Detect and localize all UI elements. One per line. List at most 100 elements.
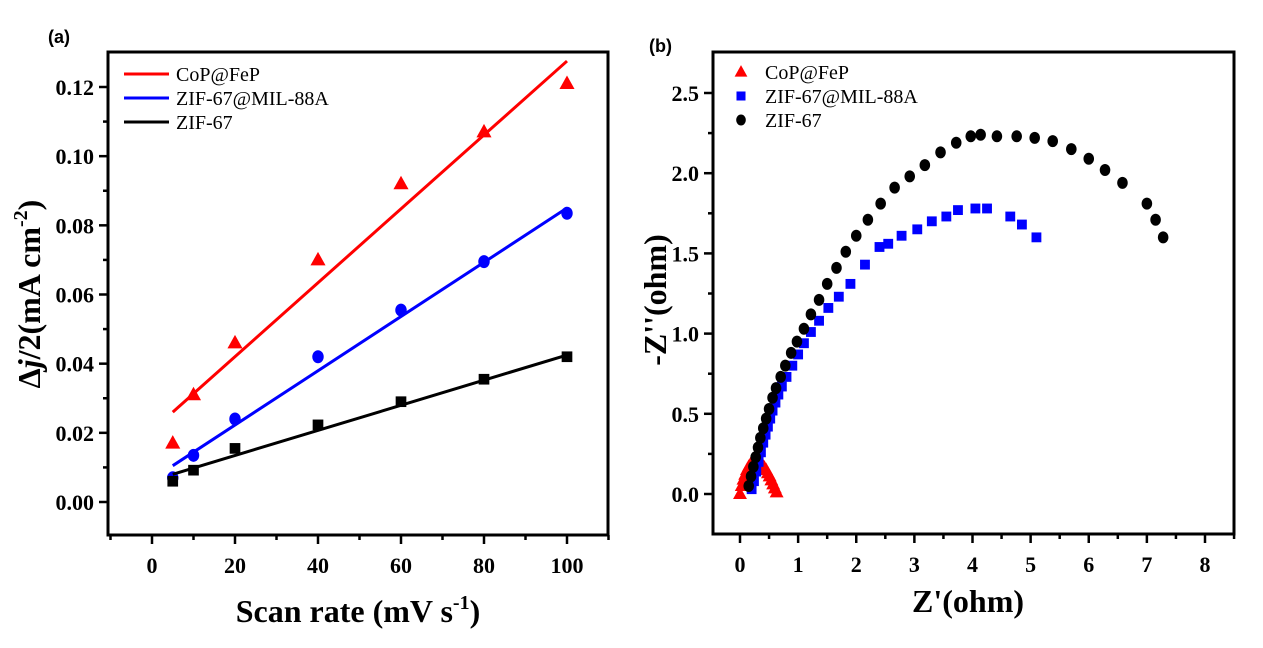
- data-point: [814, 315, 824, 326]
- data-point: [1016, 219, 1027, 230]
- data-point: [748, 460, 759, 473]
- data-point: [733, 486, 747, 500]
- legend-label: ZIF-67@MIL-88A: [176, 88, 329, 110]
- y-tick-label: 0.10: [56, 144, 95, 169]
- data-point: [982, 203, 992, 214]
- legend-item: ZIF-67@MIL-88A: [736, 86, 918, 108]
- data-point: [889, 181, 900, 194]
- data-point: [793, 349, 804, 360]
- data-point: [745, 470, 757, 483]
- legend-label: CoP@FeP: [176, 64, 260, 86]
- x-tick-label: 20: [224, 553, 246, 578]
- data-point: [919, 159, 931, 172]
- legend-item: CoP@FeP: [124, 64, 260, 86]
- y-tick-label: 0.5: [672, 402, 700, 427]
- data-point: [775, 370, 786, 383]
- x-tick-label: 0: [735, 552, 746, 577]
- data-point: [760, 429, 771, 440]
- data-point: [813, 293, 825, 306]
- data-point: [229, 443, 241, 454]
- y-tick-label: 1.0: [672, 322, 700, 347]
- data-point: [165, 435, 181, 449]
- panel-b-nyquist-plot: (b) 0 1 2 3 4 5 6 7 80.00.51.01.52.02.5 CoP@FePZ…: [637, 36, 1236, 619]
- legend-item: ZIF-67@MIL-88A: [124, 88, 329, 110]
- x-tick-label: 80: [473, 553, 495, 578]
- y-tick-label: 0.02: [56, 421, 95, 446]
- legend-label: CoP@FeP: [765, 62, 849, 84]
- series-zif-67: [167, 351, 573, 487]
- data-point: [821, 277, 833, 290]
- data-point: [760, 412, 772, 425]
- y-tick-label: 0.0: [672, 482, 700, 507]
- data-point: [393, 175, 409, 190]
- y-title-end: ): [11, 200, 47, 211]
- data-point: [188, 464, 199, 476]
- data-point: [896, 230, 907, 241]
- data-point: [769, 484, 784, 498]
- x-tick-label: 1: [793, 552, 804, 577]
- panel-a-ecsa-plot: (a) 0 20 40 60 80 100 0.00 0.02 0.04 0.06 0.08 0.10…: [10, 27, 610, 629]
- y-tick-label: 0.04: [56, 352, 95, 377]
- data-point: [1011, 130, 1022, 143]
- data-point: [780, 359, 791, 372]
- data-point: [750, 451, 761, 464]
- panel-a-label: (a): [48, 27, 70, 47]
- data-point: [1029, 131, 1040, 144]
- data-point: [1005, 211, 1016, 222]
- panel-b-data-marks: [733, 128, 1169, 500]
- data-point: [833, 291, 844, 302]
- x-tick-label: 100: [551, 553, 584, 578]
- data-point: [312, 419, 324, 431]
- data-point: [1117, 176, 1128, 189]
- data-point: [912, 224, 923, 235]
- data-point: [395, 303, 407, 317]
- data-point: [862, 213, 874, 226]
- panel-a-x-axis-title: Scan rate (mV s-1): [236, 592, 480, 629]
- x-title-end: ): [470, 593, 481, 629]
- data-point: [561, 206, 573, 220]
- data-point: [561, 351, 573, 363]
- panel-b-y-axis-title: -Z''(ohm): [637, 234, 673, 366]
- x-tick-label: 60: [390, 553, 412, 578]
- fit-line: [171, 59, 568, 414]
- x-tick-label: 7: [1141, 552, 1152, 577]
- data-point: [787, 360, 798, 371]
- data-point: [1031, 232, 1042, 243]
- legend-label: ZIF-67: [765, 110, 822, 132]
- series-zif-67-mil-88a: [167, 206, 573, 485]
- legend-swatch-marker: [736, 114, 746, 126]
- y-tick-label: 2.0: [672, 161, 700, 186]
- data-point: [743, 479, 754, 492]
- panel-b-x-axis-title: Z'(ohm): [912, 583, 1024, 619]
- data-point: [1066, 143, 1077, 156]
- data-point: [953, 205, 963, 216]
- data-point: [1083, 152, 1095, 165]
- legend-item: ZIF-67: [736, 110, 822, 132]
- data-point: [1150, 213, 1161, 226]
- data-point: [805, 327, 816, 337]
- data-point: [785, 346, 797, 359]
- data-point: [831, 261, 842, 274]
- data-point: [904, 170, 916, 183]
- x-tick-label: 8: [1200, 552, 1211, 577]
- data-point: [845, 278, 856, 289]
- x-tick-label: 5: [1025, 552, 1036, 577]
- data-point: [559, 75, 575, 90]
- data-point: [875, 197, 886, 210]
- data-point: [840, 245, 852, 258]
- data-point: [757, 422, 769, 435]
- legend-swatch-marker: [736, 91, 746, 101]
- data-point: [975, 128, 986, 141]
- panel-b-axis-ticks: 0 1 2 3 4 5 6 7 8 0.0 0.5 1.0 1.5 2.0 2.5: [672, 81, 1236, 577]
- panel-a-y-axis-title: Δj/2(mA cm-2): [10, 200, 47, 389]
- data-point: [991, 130, 1003, 143]
- y-tick-label: 0.08: [56, 213, 95, 238]
- data-point: [1141, 197, 1153, 210]
- x-tick-label: 6: [1083, 552, 1094, 577]
- data-point: [798, 322, 810, 335]
- panel-a-axis-ticks: 0 20 40 60 80 100 0.00 0.02 0.04 0.06 0.08 0.10 0.12: [56, 75, 610, 578]
- y-title-sup: -2: [10, 210, 32, 227]
- x-tick-label: 3: [909, 552, 920, 577]
- data-point: [773, 389, 784, 400]
- data-point: [476, 123, 492, 138]
